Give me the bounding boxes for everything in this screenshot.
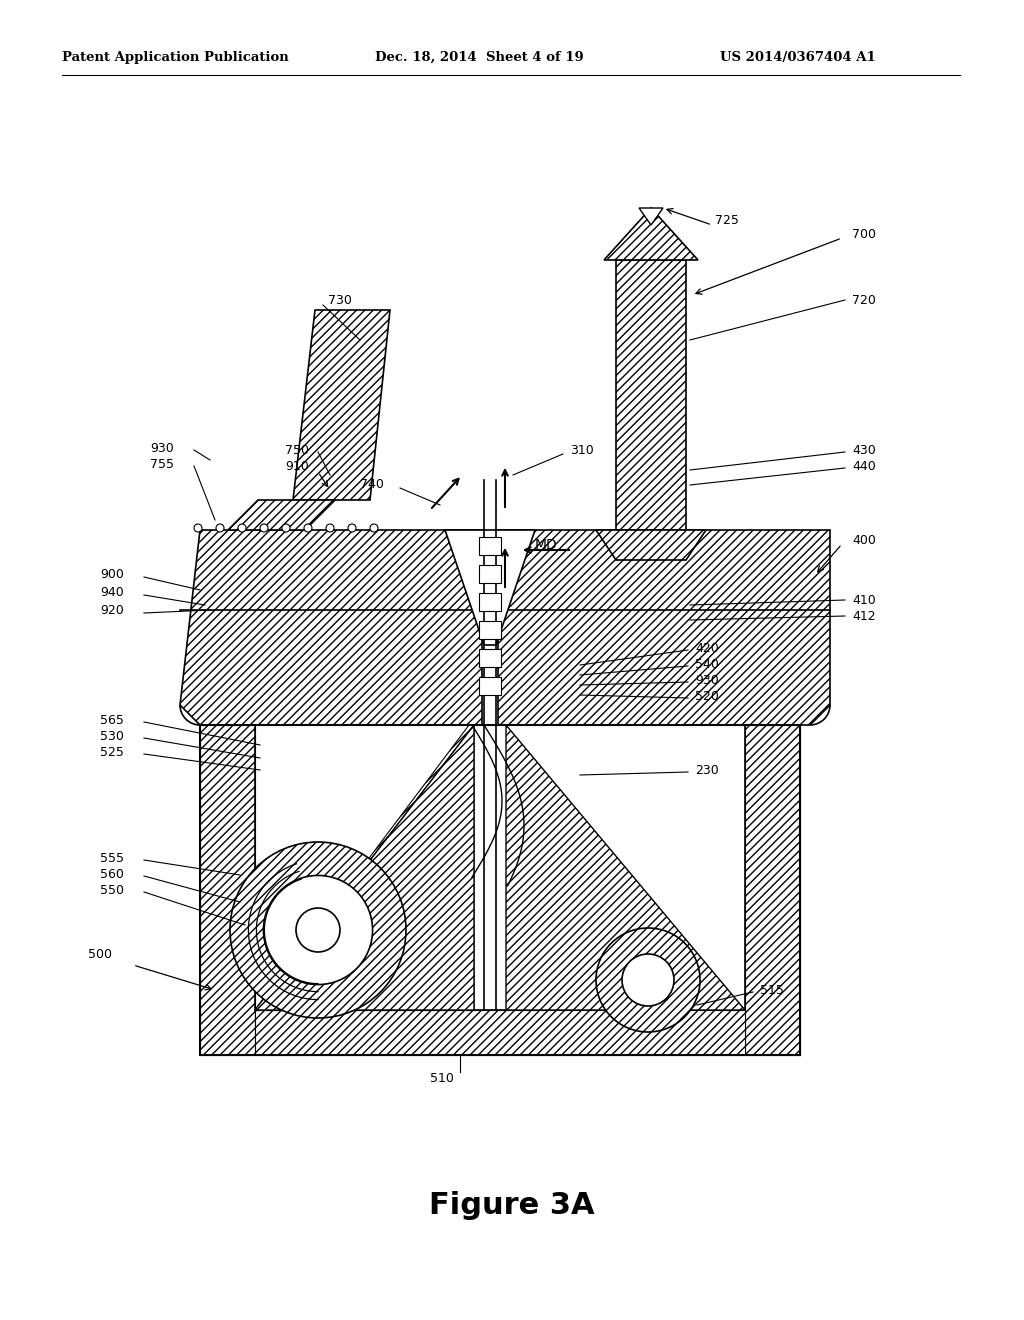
- Text: 430: 430: [852, 444, 876, 457]
- Circle shape: [194, 524, 202, 532]
- Polygon shape: [255, 725, 474, 1010]
- Text: 400: 400: [852, 533, 876, 546]
- Text: 910: 910: [285, 459, 309, 473]
- Bar: [479, 565, 501, 583]
- Polygon shape: [639, 209, 663, 224]
- Text: Figure 3A: Figure 3A: [429, 1191, 595, 1220]
- Circle shape: [216, 524, 224, 532]
- Circle shape: [348, 524, 356, 532]
- Text: 700: 700: [852, 228, 876, 242]
- Bar: [479, 677, 501, 696]
- Text: 725: 725: [715, 214, 739, 227]
- Polygon shape: [604, 209, 698, 260]
- Polygon shape: [180, 531, 482, 725]
- Polygon shape: [506, 725, 745, 1010]
- Text: 565: 565: [100, 714, 124, 726]
- Text: 550: 550: [100, 883, 124, 896]
- Text: 510: 510: [430, 1072, 454, 1085]
- Text: 530: 530: [100, 730, 124, 742]
- Circle shape: [238, 524, 246, 532]
- Text: 730: 730: [328, 293, 352, 306]
- Bar: [200, 725, 800, 1055]
- Bar: [479, 649, 501, 667]
- Text: 755: 755: [150, 458, 174, 470]
- Text: MD: MD: [535, 539, 558, 552]
- Text: 940: 940: [100, 586, 124, 599]
- Polygon shape: [228, 500, 335, 531]
- Text: 420: 420: [695, 642, 719, 655]
- Polygon shape: [616, 260, 686, 531]
- Circle shape: [304, 524, 312, 532]
- Polygon shape: [200, 725, 255, 1055]
- Text: 310: 310: [570, 444, 594, 457]
- Polygon shape: [255, 1010, 745, 1055]
- Text: 900: 900: [100, 569, 124, 582]
- Bar: [479, 537, 501, 554]
- Text: 560: 560: [100, 867, 124, 880]
- Text: 930: 930: [695, 673, 719, 686]
- Text: 720: 720: [852, 293, 876, 306]
- Bar: [479, 593, 501, 611]
- Text: 930: 930: [150, 441, 174, 454]
- Text: 740: 740: [360, 478, 384, 491]
- Text: 440: 440: [852, 459, 876, 473]
- Polygon shape: [745, 725, 800, 1055]
- Text: US 2014/0367404 A1: US 2014/0367404 A1: [720, 50, 876, 63]
- Text: Patent Application Publication: Patent Application Publication: [62, 50, 289, 63]
- Circle shape: [282, 524, 290, 532]
- Text: 920: 920: [100, 605, 124, 618]
- Circle shape: [260, 524, 268, 532]
- Text: 555: 555: [100, 851, 124, 865]
- Text: 410: 410: [852, 594, 876, 606]
- Circle shape: [326, 524, 334, 532]
- Polygon shape: [293, 310, 390, 500]
- Text: 540: 540: [695, 657, 719, 671]
- Text: 412: 412: [852, 610, 876, 623]
- Polygon shape: [508, 755, 745, 1010]
- Polygon shape: [255, 755, 472, 1010]
- Circle shape: [370, 524, 378, 532]
- Circle shape: [230, 842, 406, 1018]
- Polygon shape: [255, 725, 474, 1010]
- Circle shape: [263, 875, 373, 985]
- Text: 525: 525: [100, 746, 124, 759]
- Bar: [479, 620, 501, 639]
- Text: 500: 500: [88, 949, 112, 961]
- Circle shape: [622, 954, 674, 1006]
- Polygon shape: [596, 531, 706, 560]
- Circle shape: [596, 928, 700, 1032]
- Text: 750: 750: [285, 444, 309, 457]
- Text: 515: 515: [760, 983, 784, 997]
- Polygon shape: [445, 531, 535, 645]
- Circle shape: [296, 908, 340, 952]
- Text: 230: 230: [695, 763, 719, 776]
- Polygon shape: [255, 725, 474, 1010]
- Text: 520: 520: [695, 689, 719, 702]
- Polygon shape: [498, 531, 830, 725]
- Text: Dec. 18, 2014  Sheet 4 of 19: Dec. 18, 2014 Sheet 4 of 19: [375, 50, 584, 63]
